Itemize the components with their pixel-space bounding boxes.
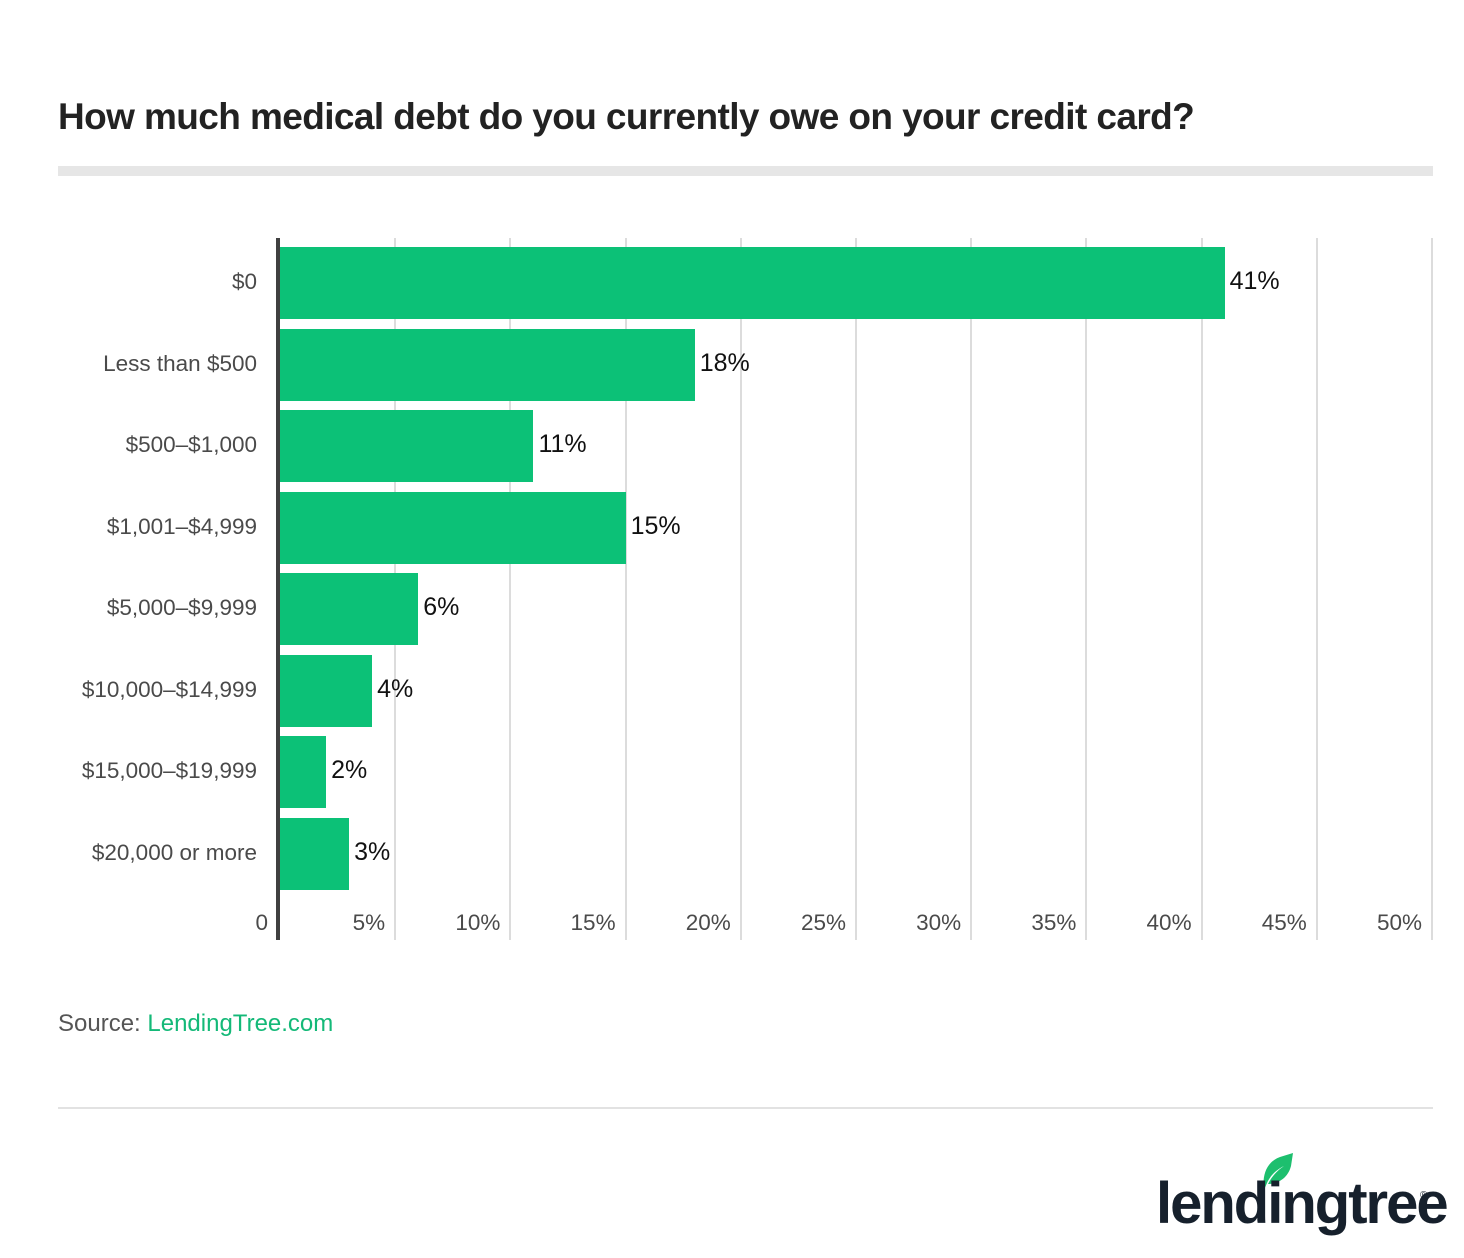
bar-value-label: 2% (331, 756, 368, 784)
category-label: $20,000 or more (91, 839, 257, 865)
gridline (509, 238, 512, 940)
gridline (739, 238, 742, 940)
category-label: $5,000–$9,999 (106, 595, 257, 620)
category-label: Less than $500 (103, 350, 257, 376)
x-tick-label: 45% (1261, 910, 1307, 935)
x-tick-label: 5% (352, 910, 386, 935)
category-label: $500–$1,000 (125, 432, 257, 457)
bar-value-label: 18% (699, 348, 750, 377)
bar-value-label: 3% (354, 837, 391, 866)
gridline (970, 238, 973, 940)
bar-value-label: 4% (377, 674, 414, 703)
x-tick-label: 35% (1031, 910, 1077, 935)
gridline (624, 238, 627, 940)
bar-value-label: 15% (630, 511, 681, 540)
bar[interactable] (280, 410, 534, 482)
x-tick-label: 10% (455, 910, 501, 935)
x-tick-label: 15% (570, 910, 616, 935)
gridline (1431, 238, 1433, 940)
source-note: Source: LendingTree.com (58, 1010, 333, 1038)
bar-value-label: 6% (423, 593, 460, 621)
bar-value-label: 11% (538, 430, 587, 458)
chart-title: How much medical debt do you currently o… (58, 96, 1195, 137)
logo-wordmark: lendingtree (1156, 1171, 1449, 1236)
category-label: $10,000–$14,999 (81, 676, 257, 702)
bar[interactable] (280, 573, 419, 645)
bar[interactable] (280, 328, 695, 401)
lendingtree-logo: lendingtree ® (1156, 1150, 1449, 1240)
x-tick-label: 50% (1376, 910, 1422, 935)
registered-mark: ® (1420, 1190, 1428, 1201)
gridline (1200, 238, 1203, 940)
bar-chart: 0 5% 10% 15% 20% 25% 30% 35% 40% 45% 50% $0 41% Less … (81, 238, 1433, 940)
x-tick-label: 25% (800, 910, 846, 935)
bar[interactable] (280, 736, 327, 808)
bar-value-label: 41% (1229, 267, 1280, 295)
source-link[interactable]: LendingTree.com (147, 1010, 334, 1037)
bar[interactable] (280, 247, 1225, 319)
gridline (855, 238, 857, 940)
bar[interactable] (280, 654, 373, 727)
x-tick-label: 20% (685, 910, 731, 935)
y-axis-line (276, 238, 280, 940)
category-label: $0 (231, 269, 257, 294)
x-tick-label: 30% (916, 910, 962, 935)
title-divider (58, 166, 1433, 176)
category-label: $1,001–$4,999 (106, 513, 257, 539)
source-label: Source: (58, 1010, 141, 1037)
bar[interactable] (280, 491, 626, 564)
footer-divider (58, 1107, 1433, 1109)
gridline (1085, 238, 1088, 940)
category-label: $15,000–$19,999 (81, 758, 257, 783)
bar[interactable] (280, 817, 350, 890)
leaf-icon (1263, 1153, 1293, 1190)
gridline (1315, 238, 1318, 940)
x-tick-label: 0 (255, 910, 268, 935)
x-tick-label: 40% (1146, 910, 1192, 935)
